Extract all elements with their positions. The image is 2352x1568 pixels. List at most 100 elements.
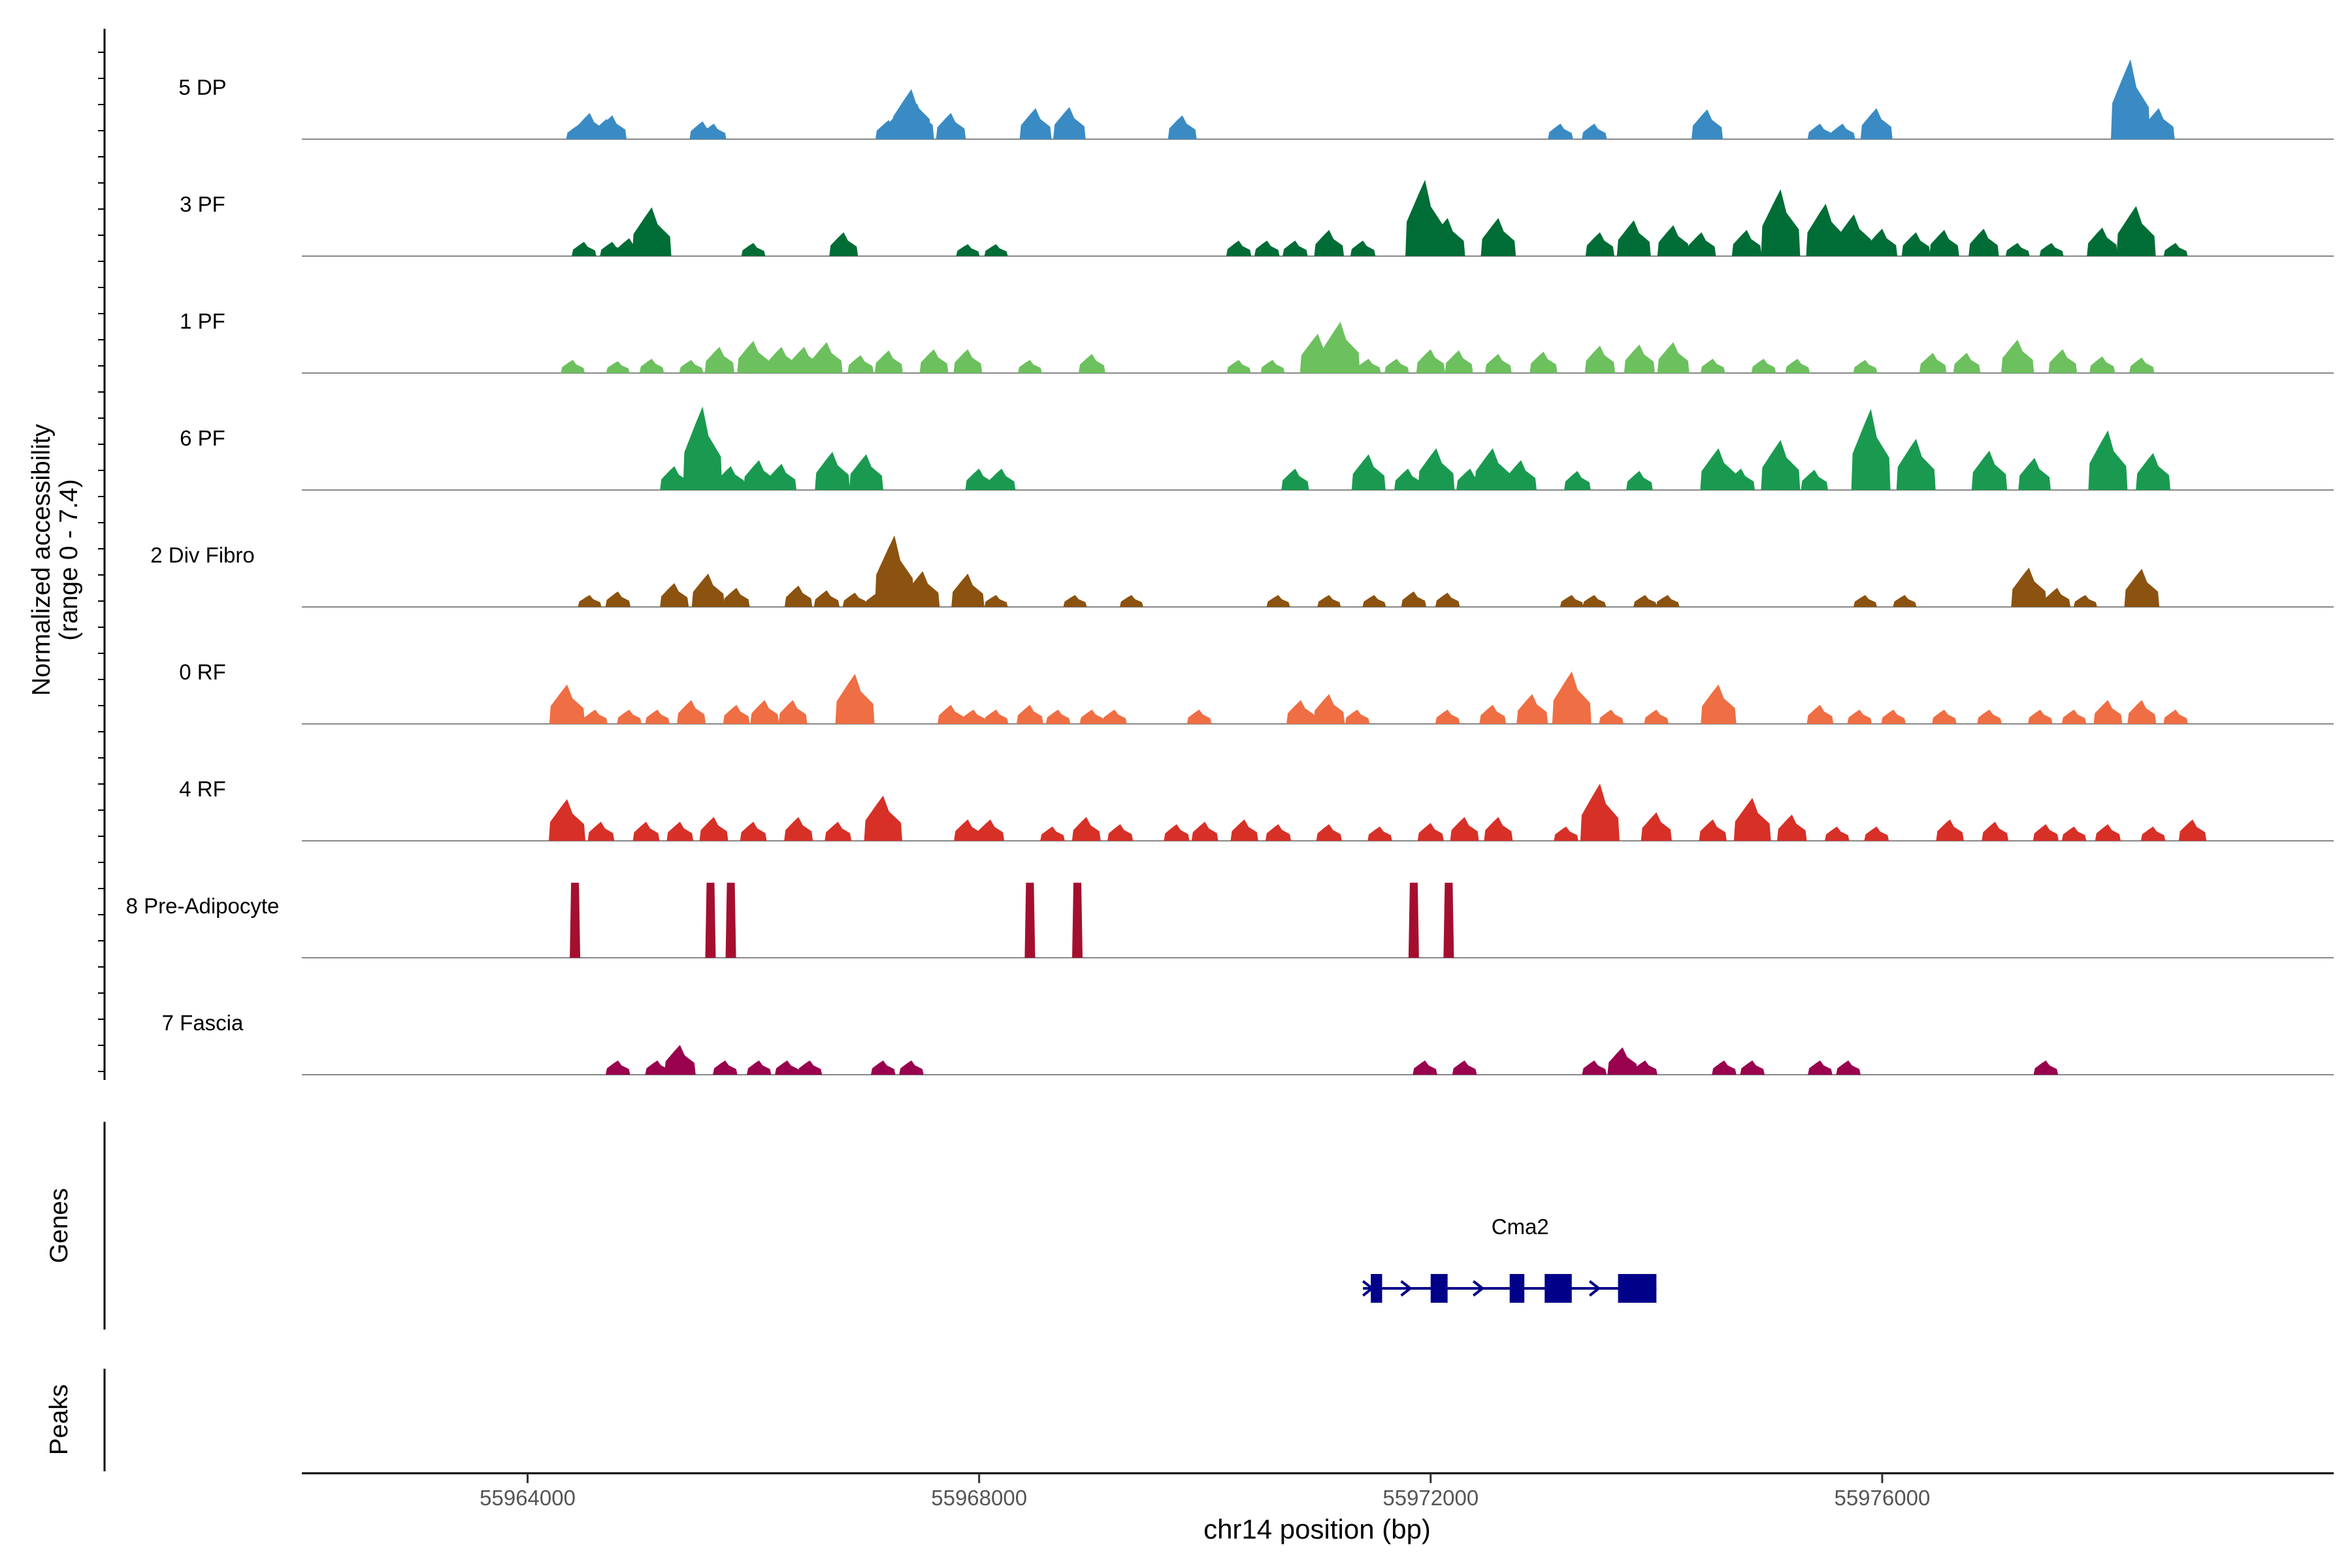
coverage-peak [766,463,797,490]
coverage-peak [1761,440,1801,490]
coverage-peak [864,795,902,841]
coverage-peak [1825,826,1850,841]
track-label: 7 Fascia [162,1011,244,1035]
coverage-peak [811,342,843,373]
coverage-peak [2163,242,2188,256]
coverage-peak [747,1060,772,1075]
coverage-peak [938,704,964,724]
coverage-peak [1806,704,1834,724]
coverage-peak [1836,1060,1861,1075]
coverage-peak [1119,595,1143,607]
coverage-peak [961,710,986,724]
coverage-peak [1102,710,1127,724]
coverage-peak [1585,232,1614,256]
coverage-peak [1700,359,1725,373]
coverage-peak [1564,470,1591,490]
coverage-peak [1394,468,1422,490]
coverage-peak [2140,826,2166,841]
coverage-peak [1701,684,1737,724]
coverage-peak [1356,359,1381,373]
coverage-peak [2088,430,2128,490]
coverage-peak [578,595,602,607]
coverage-peak [984,595,1008,607]
coverage-peak [1418,448,1455,490]
coverage-peak [936,112,966,139]
coverage-peak [2178,819,2207,841]
coverage-peak [666,821,694,841]
coverage-peak [1254,240,1280,256]
coverage-peak [1265,824,1292,841]
coverage-peak [1616,220,1651,256]
coverage-peak [1024,883,1036,958]
track-label: 5 DP [178,75,226,99]
coverage-peak [741,242,766,256]
coverage-peak [2044,587,2071,607]
coverage-peak [1230,819,1258,841]
coverage-peak [849,454,883,490]
coverage-peak [2039,242,2064,256]
x-axis-label: chr14 position (bp) [1203,1514,1431,1544]
genes-panel-label: Genes [45,1188,73,1264]
coverage-peak [953,349,983,373]
coverage-peak [1853,359,1878,373]
coverage-peak [954,819,982,841]
coverage-peak [1830,123,1855,139]
coverage-peak [1045,710,1071,724]
gene-exon [1618,1274,1657,1303]
coverage-peak [660,466,689,490]
gene-name-label: Cma2 [1492,1215,1549,1239]
x-tick-label: 55968000 [931,1486,1027,1510]
coverage-peak [829,232,858,256]
coverage-peak [1191,821,1218,841]
coverage-peak [2073,595,2097,607]
coverage-peak [1186,710,1212,724]
coverage-peak [1351,454,1386,490]
coverage-peak [1808,1060,1833,1075]
coverage-peak [639,359,664,373]
coverage-peak [2028,710,2053,724]
coverage-peak [1644,710,1669,724]
coverage-peak [1063,595,1087,607]
coverage-peak [815,451,850,490]
coverage-peak [1484,817,1513,841]
coverage-peak [2011,567,2047,607]
coverage-peak [740,821,767,841]
coverage-peak [1801,470,1828,490]
coverage-peak [1480,218,1516,256]
coverage-peak [1554,826,1578,841]
coverage-peak [847,355,874,373]
track-2-div-fibro: 2 Div Fibro [150,535,2334,608]
coverage-peak [645,710,670,724]
coverage-peak [1699,819,1727,841]
coverage-peak [1516,694,1548,724]
coverage-peak [1641,812,1672,841]
coverage-peak [2033,824,2059,841]
coverage-peak [1919,353,1947,373]
coverage-peak [699,817,728,841]
coverage-peak [1260,359,1285,373]
track-label: 2 Div Fibro [150,543,255,567]
coverage-peak [1971,450,2008,490]
coverage-peak [1474,448,1511,490]
track-label: 6 PF [180,426,225,450]
coverage-peak [1968,229,1999,256]
coverage-peak [743,460,775,490]
coverage-peak [1727,468,1756,490]
coverage-peak [766,346,797,373]
coverage-peak [1835,214,1872,256]
coverage-peak [1529,351,1558,373]
coverage-peak [1345,710,1370,724]
coverage-peak [1485,353,1512,373]
coverage-peak [1560,595,1584,607]
coverage-peak [705,883,716,958]
coverage-peak [899,1060,924,1075]
coverage-peak [906,571,940,607]
coverage-peak [1657,225,1690,256]
coverage-peak [1893,595,1917,607]
gene-exon [1544,1274,1572,1303]
coverage-peak [583,710,608,724]
coverage-peak [775,1060,800,1075]
coverage-peak [1599,710,1624,724]
coverage-peak [835,674,875,724]
coverage-peak [723,587,750,607]
